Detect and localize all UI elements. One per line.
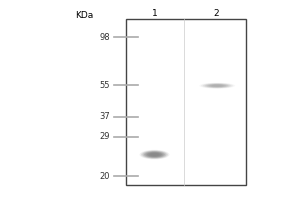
Ellipse shape — [150, 153, 159, 156]
Ellipse shape — [142, 151, 167, 158]
Ellipse shape — [210, 85, 224, 87]
Ellipse shape — [206, 84, 228, 87]
Bar — [126, 19, 246, 185]
Ellipse shape — [208, 84, 226, 87]
Text: 2: 2 — [213, 9, 218, 18]
Ellipse shape — [140, 150, 169, 159]
Text: KDa: KDa — [75, 11, 93, 20]
Ellipse shape — [212, 85, 223, 87]
Text: 1: 1 — [152, 9, 158, 18]
Text: 37: 37 — [99, 112, 110, 121]
Ellipse shape — [148, 153, 160, 157]
Ellipse shape — [141, 150, 168, 159]
Ellipse shape — [147, 152, 162, 157]
Ellipse shape — [205, 84, 230, 88]
Ellipse shape — [203, 83, 232, 88]
Ellipse shape — [201, 83, 233, 88]
Text: 29: 29 — [99, 132, 110, 141]
Text: 55: 55 — [99, 81, 110, 90]
Text: 98: 98 — [99, 33, 110, 42]
Ellipse shape — [146, 152, 164, 157]
Text: 20: 20 — [99, 172, 110, 181]
Ellipse shape — [199, 83, 235, 89]
Ellipse shape — [144, 151, 165, 158]
